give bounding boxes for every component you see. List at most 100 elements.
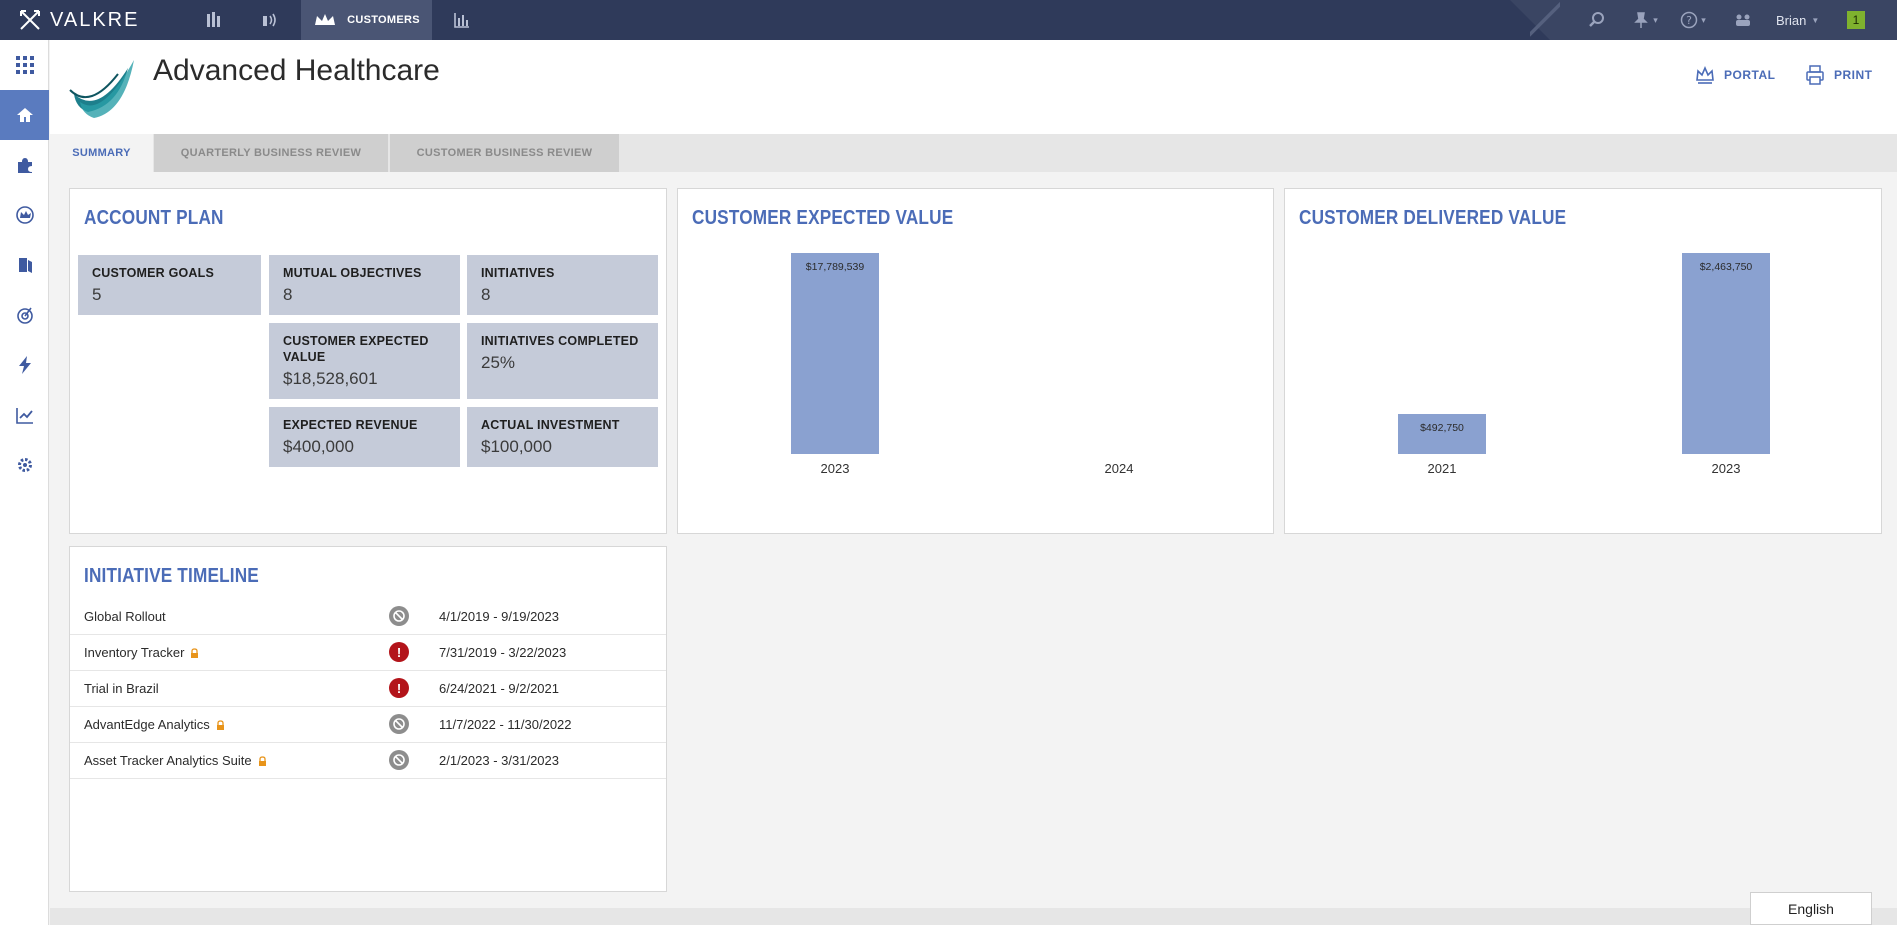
bar-data-label: $2,463,750	[1699, 261, 1753, 273]
initiative-dates: 11/7/2022 - 11/30/2022	[439, 717, 572, 732]
chart-bar[interactable]	[791, 253, 879, 454]
tile-label: ACTUAL INVESTMENT	[481, 418, 620, 432]
account-plan-title: ACCOUNT PLAN	[84, 207, 224, 229]
chevron-down-icon: ▾	[1653, 14, 1658, 25]
account-plan-panel: ACCOUNT PLAN CUSTOMER GOALS 5 MUTUAL OBJ…	[69, 188, 667, 534]
tile-value: 25%	[481, 353, 516, 372]
tile-label: MUTUAL OBJECTIVES	[283, 266, 422, 280]
initiative-dates: 6/24/2021 - 9/2/2021	[439, 681, 559, 696]
crown-circle-icon[interactable]	[0, 190, 49, 240]
target-icon[interactable]	[0, 290, 49, 340]
initiative-timeline-title: INITIATIVE TIMELINE	[84, 565, 259, 587]
chart-bar[interactable]	[1398, 414, 1486, 454]
initiative-dates: 7/31/2019 - 3/22/2023	[439, 645, 567, 660]
tile-mutual-objectives[interactable]: MUTUAL OBJECTIVES 8	[269, 255, 460, 315]
puzzle-icon[interactable]	[0, 140, 49, 190]
checklist-chart-icon[interactable]	[0, 390, 49, 440]
portal-label: PORTAL	[1724, 68, 1776, 82]
tile-actual-investment[interactable]: ACTUAL INVESTMENT $100,000	[467, 407, 658, 467]
broadcast-icon[interactable]	[250, 0, 290, 40]
x-axis-tick-label: 2024	[1104, 461, 1134, 476]
print-button[interactable]: PRINT	[1804, 60, 1873, 90]
tile-value: 8	[283, 285, 293, 304]
lock-icon	[216, 719, 224, 730]
initiative-name-text: Trial in Brazil	[84, 681, 159, 696]
tile-label: CUSTOMER EXPECTED VALUE	[283, 334, 429, 364]
x-axis-tick-label: 2023	[1711, 461, 1741, 476]
help-icon[interactable]: ? ▾	[1675, 0, 1711, 40]
notification-badge[interactable]: 1	[1847, 11, 1865, 29]
chart-bar[interactable]	[1682, 253, 1770, 454]
initiative-dates: 2/1/2023 - 3/31/2023	[439, 753, 559, 768]
timeline-row[interactable]: Asset Tracker Analytics Suite 2/1/2023 - …	[70, 743, 666, 779]
tab-summary[interactable]: SUMMARY	[50, 134, 153, 172]
initiative-name[interactable]: AdvantEdge Analytics	[84, 717, 225, 732]
timeline-row[interactable]: Inventory Tracker! 7/31/2019 - 3/22/2023	[70, 635, 666, 671]
footer-strip	[50, 908, 1897, 925]
page-title: Advanced Healthcare	[153, 54, 440, 87]
alert-icon: !	[389, 678, 409, 698]
blocked-icon	[389, 714, 409, 734]
tile-initiatives[interactable]: INITIATIVES 8	[467, 255, 658, 315]
tile-customer-goals[interactable]: CUSTOMER GOALS 5	[78, 255, 261, 315]
crown-portal-icon	[1696, 65, 1714, 84]
language-selector[interactable]: English	[1750, 892, 1872, 925]
initiative-name-text: Inventory Tracker	[84, 645, 185, 660]
tile-customer-expected-value[interactable]: CUSTOMER EXPECTED VALUE $18,528,601	[269, 323, 460, 399]
bar-data-label: $17,789,539	[805, 261, 865, 273]
user-name: Brian	[1776, 12, 1807, 28]
user-menu[interactable]: Brian ▼	[1776, 0, 1819, 40]
timeline-row[interactable]: Trial in Brazil! 6/24/2021 - 9/2/2021	[70, 671, 666, 707]
customer-expected-value-panel: CUSTOMER EXPECTED VALUE $17,789,539 2023 2…	[677, 188, 1274, 534]
blocked-icon	[389, 606, 409, 626]
tile-value: 8	[481, 285, 491, 304]
lightning-icon[interactable]	[0, 340, 49, 390]
sidebar	[0, 40, 49, 925]
tab-quarterly-business-review[interactable]: QUARTERLY BUSINESS REVIEW	[154, 134, 388, 172]
team-icon[interactable]	[1728, 0, 1758, 40]
x-axis-tick-label: 2023	[820, 461, 850, 476]
bar-chart-icon[interactable]	[442, 0, 482, 40]
tile-label: CUSTOMER GOALS	[92, 266, 215, 280]
initiative-name-text: AdvantEdge Analytics	[84, 717, 210, 732]
brand-name: VALKRE	[50, 8, 140, 31]
search-icon[interactable]	[1582, 0, 1612, 40]
initiative-name-text: Global Rollout	[84, 609, 166, 624]
lock-icon	[191, 647, 199, 658]
book-icon[interactable]	[0, 240, 49, 290]
initiative-name[interactable]: Asset Tracker Analytics Suite	[84, 753, 267, 768]
tile-label: EXPECTED REVENUE	[283, 418, 418, 432]
initiative-name[interactable]: Trial in Brazil	[84, 681, 159, 696]
tile-label: INITIATIVES COMPLETED	[481, 334, 639, 348]
lock-icon	[258, 755, 266, 766]
customer-expected-value-title: CUSTOMER EXPECTED VALUE	[692, 207, 954, 229]
printer-icon	[1806, 65, 1824, 85]
initiative-name[interactable]: Inventory Tracker	[84, 645, 199, 660]
initiative-name-text: Asset Tracker Analytics Suite	[84, 753, 252, 768]
topbar-right-panel	[1510, 0, 1897, 40]
apps-grid-icon[interactable]	[0, 40, 49, 90]
initiative-dates: 4/1/2019 - 9/19/2023	[439, 609, 559, 624]
top-navigation-bar: VALKRE CUSTOMERS ▾ ? ▾ Brian ▼ 1	[0, 0, 1897, 40]
chevron-down-icon: ▾	[1701, 14, 1706, 25]
initiative-name[interactable]: Global Rollout	[84, 609, 166, 624]
tile-value: $18,528,601	[283, 369, 378, 388]
nav-customers-label: CUSTOMERS	[347, 14, 420, 26]
nav-customers[interactable]: CUSTOMERS	[301, 0, 432, 40]
valkre-logo[interactable]: VALKRE	[18, 6, 139, 34]
tile-expected-revenue[interactable]: EXPECTED REVENUE $400,000	[269, 407, 460, 467]
customer-delivered-value-panel: CUSTOMER DELIVERED VALUE $492,750 2021 $2,…	[1284, 188, 1882, 534]
pin-icon[interactable]: ▾	[1628, 0, 1662, 40]
buildings-icon[interactable]	[194, 0, 234, 40]
gear-icon[interactable]	[0, 440, 49, 490]
timeline-row[interactable]: AdvantEdge Analytics 11/7/2022 - 11/30/20…	[70, 707, 666, 743]
crown-icon	[315, 14, 336, 25]
tab-customer-business-review[interactable]: CUSTOMER BUSINESS REVIEW	[390, 134, 619, 172]
timeline-row[interactable]: Global Rollout 4/1/2019 - 9/19/2023	[70, 599, 666, 635]
portal-button[interactable]: PORTAL	[1694, 60, 1775, 90]
customer-logo	[69, 60, 134, 118]
tab-bar: SUMMARY QUARTERLY BUSINESS REVIEW CUSTOM…	[50, 134, 1897, 172]
home-icon[interactable]	[0, 90, 49, 140]
tile-value: $400,000	[283, 437, 354, 456]
tile-initiatives-completed[interactable]: INITIATIVES COMPLETED 25%	[467, 323, 658, 399]
